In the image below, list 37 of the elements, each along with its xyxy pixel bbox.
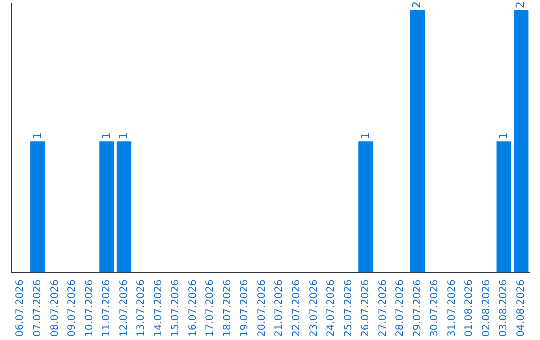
x-tick-label: 10.07.2026: [84, 280, 96, 338]
x-tick-label: 22.07.2026: [291, 280, 302, 338]
data-label: 1: [358, 132, 372, 140]
x-tick-label: 14.07.2026: [153, 280, 164, 338]
x-tick-label: 18.07.2026: [222, 280, 234, 338]
x-tick-label: 08.07.2026: [50, 280, 61, 338]
x-tick-label: 11.07.2026: [102, 280, 113, 338]
data-label: 1: [496, 132, 510, 140]
x-tick-label: 23.07.2026: [308, 280, 320, 338]
x-tick-label: 20.07.2026: [256, 280, 268, 338]
x-tick-label: 07.07.2026: [32, 280, 44, 338]
x-tick-label: 06.07.2026: [15, 280, 26, 338]
x-tick-label: 16.07.2026: [188, 280, 199, 338]
x-tick-label: 04.08.2026: [516, 280, 527, 338]
x-tick-label: 30.07.2026: [430, 280, 441, 338]
data-label: 1: [117, 132, 130, 140]
data-label: 1: [100, 132, 113, 140]
x-tick-label: 29.07.2026: [412, 280, 424, 338]
x-tick-label: 19.07.2026: [240, 280, 251, 338]
x-tick-label: 17.07.2026: [205, 280, 216, 338]
x-tick-label: 03.08.2026: [498, 280, 510, 338]
x-tick-label: 31.07.2026: [446, 280, 458, 338]
x-tick-label: 01.08.2026: [464, 280, 476, 338]
x-tick-label: 13.07.2026: [136, 280, 148, 338]
x-tick-label: 02.08.2026: [481, 280, 492, 338]
data-label: 1: [30, 132, 44, 140]
x-tick-label: 28.07.2026: [395, 280, 406, 338]
data-label: 2: [514, 2, 528, 9]
x-tick-label: 12.07.2026: [118, 280, 130, 338]
x-tick-label: 21.07.2026: [274, 280, 286, 338]
data-label: 2: [410, 2, 424, 9]
x-tick-label: 09.07.2026: [67, 280, 78, 338]
x-tick-label: 24.07.2026: [326, 280, 338, 338]
x-tick-label: 15.07.2026: [170, 280, 182, 338]
x-tick-label: 26.07.2026: [360, 280, 372, 338]
x-tick-label: 25.07.2026: [343, 280, 354, 338]
x-tick-label: 27.07.2026: [378, 280, 389, 338]
